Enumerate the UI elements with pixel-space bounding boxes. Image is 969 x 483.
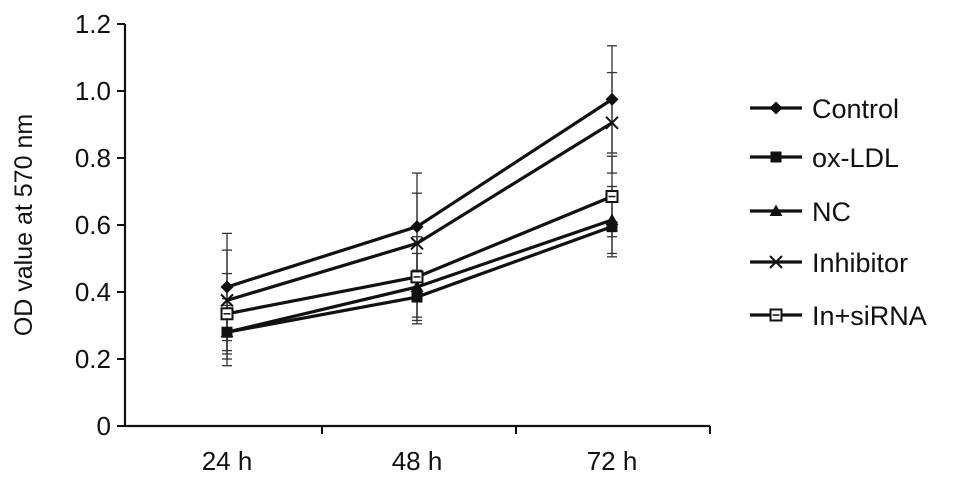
legend-marker bbox=[769, 204, 783, 216]
legend-label: Inhibitor bbox=[812, 248, 908, 278]
marker-stroke bbox=[605, 116, 619, 130]
marker-stroke bbox=[220, 293, 234, 308]
point-in-sirna bbox=[410, 270, 424, 284]
y-tick-label: 0.2 bbox=[75, 344, 111, 374]
legend-marker bbox=[770, 151, 782, 163]
y-tick-label: 0.6 bbox=[75, 210, 111, 240]
point-nc bbox=[605, 213, 619, 225]
x-ticks: 24 h 48 h 72 h bbox=[202, 426, 711, 476]
series-markers bbox=[220, 92, 619, 338]
y-axis-label: OD value at 570 nm bbox=[10, 114, 38, 336]
legend-item-in-sirna: In+siRNA bbox=[750, 301, 927, 331]
x-tick-label: 24 h bbox=[202, 446, 253, 476]
y-tick-label: 1.0 bbox=[75, 76, 111, 106]
x-tick-label: 48 h bbox=[392, 446, 443, 476]
point-inhibitor bbox=[410, 236, 424, 251]
y-tick-label: 1.2 bbox=[75, 9, 111, 39]
legend: Control ox-LDL NC Inhibitor In+siRNA bbox=[750, 94, 927, 331]
y-tick-label: 0 bbox=[97, 411, 111, 441]
legend-marker bbox=[769, 308, 783, 322]
legend-item-control: Control bbox=[750, 94, 899, 124]
legend-label: Control bbox=[812, 94, 899, 124]
point-nc bbox=[220, 325, 234, 338]
legend-label: In+siRNA bbox=[812, 301, 927, 331]
legend-label: ox-LDL bbox=[812, 143, 899, 173]
legend-item-inhibitor: Inhibitor bbox=[750, 248, 908, 278]
point-ox-ldl bbox=[606, 221, 618, 233]
legend-label: NC bbox=[812, 197, 851, 227]
legend-marker bbox=[769, 101, 783, 115]
legend-marker bbox=[769, 255, 783, 269]
point-ox-ldl bbox=[411, 291, 423, 303]
legend-item-ox-ldl: ox-LDL bbox=[750, 143, 899, 173]
y-tick-label: 0.8 bbox=[75, 143, 111, 173]
marker-stroke bbox=[769, 255, 783, 269]
point-control bbox=[410, 220, 424, 234]
point-in-sirna bbox=[605, 190, 619, 204]
point-control bbox=[220, 280, 234, 294]
point-nc bbox=[410, 280, 424, 292]
point-control bbox=[605, 92, 619, 106]
y-ticks: 0 0.2 0.4 0.6 0.8 1.0 1.2 bbox=[75, 9, 125, 441]
legend-item-nc: NC bbox=[750, 197, 851, 227]
point-in-sirna bbox=[220, 307, 234, 321]
marker-stroke bbox=[410, 236, 424, 251]
point-inhibitor bbox=[220, 293, 234, 308]
x-tick-label: 72 h bbox=[587, 446, 638, 476]
point-inhibitor bbox=[605, 116, 619, 130]
y-tick-label: 0.4 bbox=[75, 277, 111, 307]
